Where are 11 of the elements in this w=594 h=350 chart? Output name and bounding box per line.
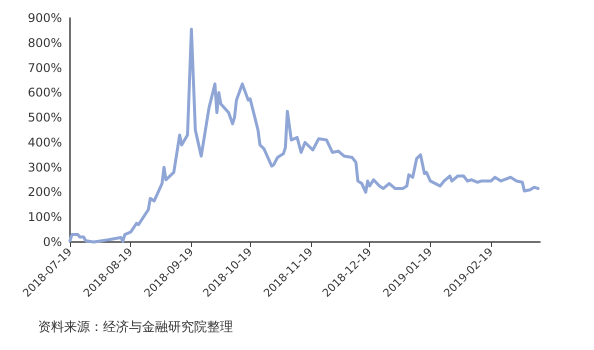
y-tick-label: 0% <box>42 235 62 249</box>
y-tick-label: 400% <box>28 135 62 150</box>
y-tick-label: 300% <box>28 160 62 174</box>
y-tick-label: 800% <box>28 36 62 50</box>
y-tick-label: 600% <box>28 86 62 100</box>
y-tick-label: 900% <box>28 11 62 25</box>
y-tick-label: 200% <box>28 185 62 200</box>
y-tick-label: 500% <box>28 110 62 125</box>
y-tick-label: 100% <box>28 210 62 224</box>
text: 资料来源：经济与金融研究院整理 <box>38 320 233 335</box>
y-tick-label: 700% <box>28 60 62 75</box>
